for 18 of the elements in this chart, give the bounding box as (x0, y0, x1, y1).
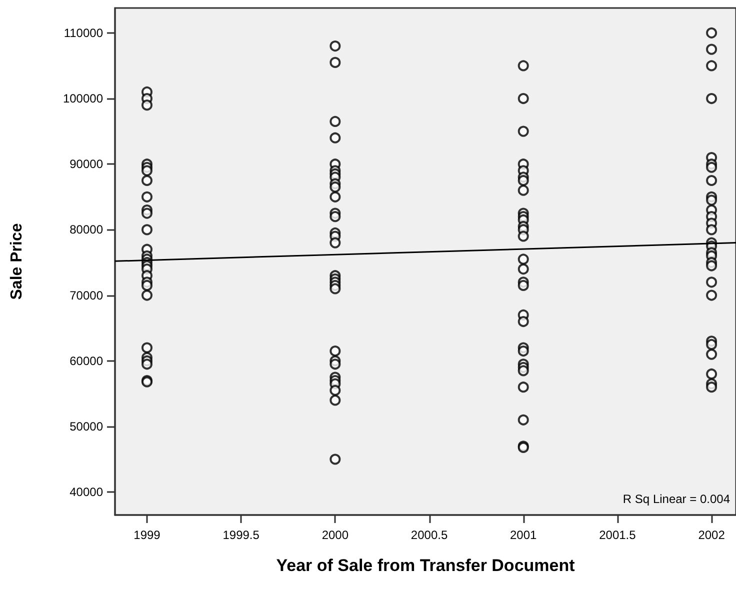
y-tick-label: 110000 (64, 26, 104, 40)
x-tick-label: 2002 (698, 528, 726, 542)
y-axis-title: Sale Price (8, 223, 26, 300)
y-tick-label: 40000 (70, 485, 104, 500)
x-tick-label: 2001 (510, 528, 538, 542)
y-tick-label: 80000 (70, 222, 104, 237)
annotation: R Sq Linear = 0.004 (622, 492, 730, 506)
y-tick-label: 70000 (70, 288, 104, 302)
x-tick-label: 2000.5 (410, 528, 448, 542)
x-tick-label: 1999 (134, 528, 161, 542)
x-tick-label: 1999.5 (222, 528, 260, 542)
x-axis-title: Year of Sale from Transfer Document (276, 556, 576, 575)
y-tick-label: 100000 (62, 92, 104, 106)
y-tick-label: 60000 (70, 354, 104, 368)
y-tick-label: 50000 (70, 419, 104, 434)
y-tick-label: 90000 (70, 157, 104, 172)
x-tick-label: 2000 (322, 528, 349, 542)
x-tick-label: 2001.5 (599, 528, 636, 542)
